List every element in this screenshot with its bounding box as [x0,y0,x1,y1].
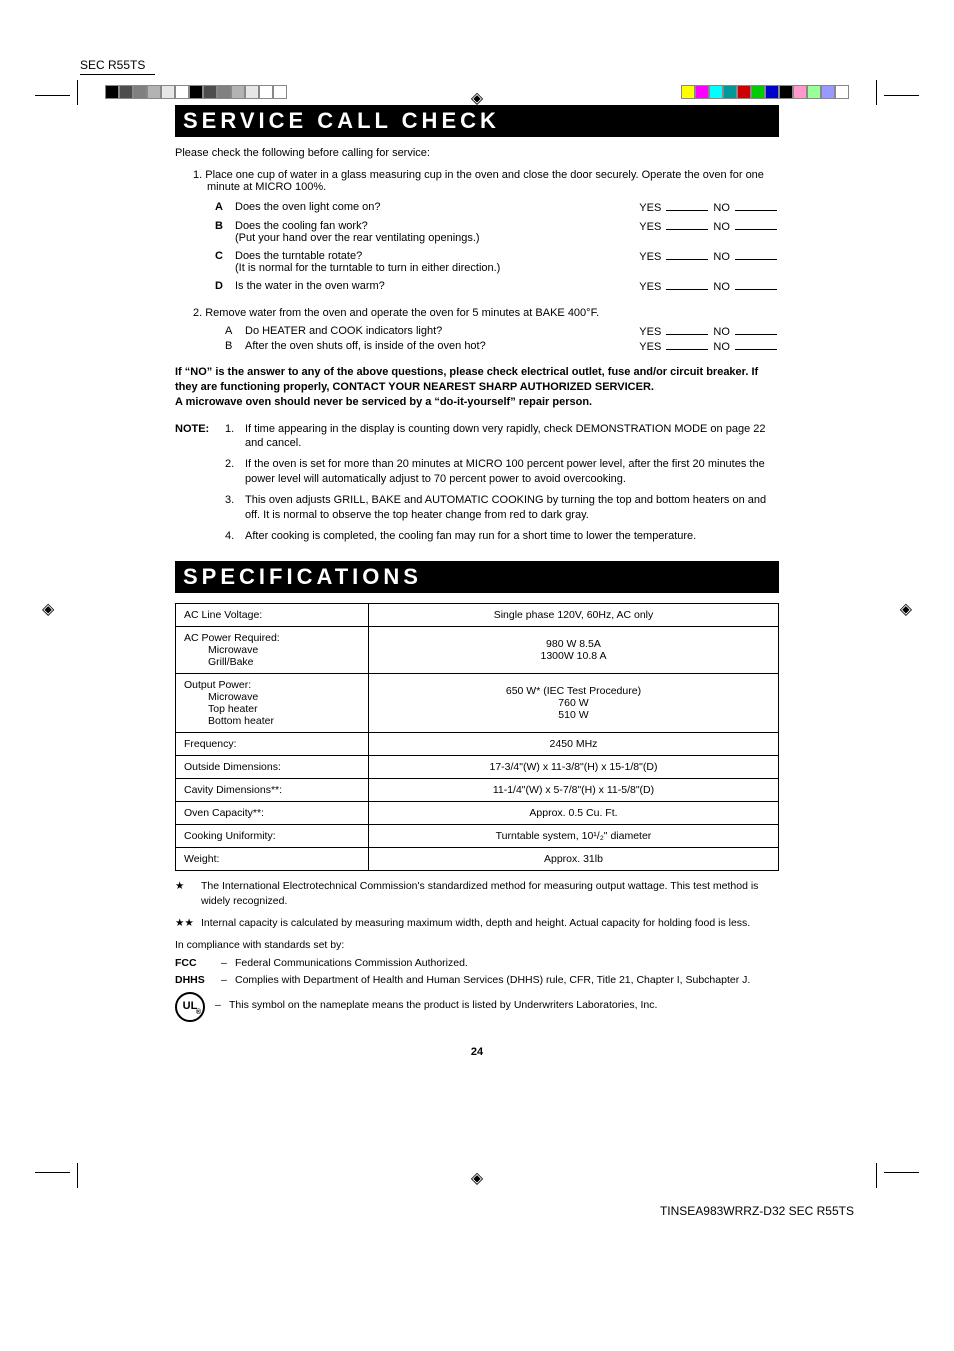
svc-intro: Please check the following before callin… [175,147,779,159]
note-text: If the oven is set for more than 20 minu… [245,457,779,487]
table-row: Cooking Uniformity: Turntable system, 10… [176,825,779,848]
check-row: A Does the oven light come on? YES NO [215,201,779,214]
check-row: B Does the cooling fan work?(Put your ha… [215,220,779,244]
spec-key: Outside Dimensions: [176,756,369,779]
table-row: Oven Capacity**: Approx. 0.5 Cu. Ft. [176,802,779,825]
spec-key: Output Power:MicrowaveTop heaterBottom h… [176,674,369,733]
ul-text: This symbol on the nameplate means the p… [229,992,779,1013]
check-letter: B [215,220,235,232]
spec-value: 980 W 8.5A1300W 10.8 A [368,627,778,674]
footnote-1-text: The International Electrotechnical Commi… [201,879,779,907]
note-number: 1. [225,422,245,452]
spec-value: 11-1/4"(W) x 5-7/8"(H) x 11-5/8"(D) [368,779,778,802]
star-icon: ★ [175,879,201,907]
svc-notes: NOTE: 1. If time appearing in the displa… [175,422,779,544]
crop-marks-bottom: ◈ TINSEA983WRRZ-D32 SEC R55TS [0,1138,954,1198]
note-row: NOTE: 1. If time appearing in the displa… [175,422,779,452]
svc-step1: 1. Place one cup of water in a glass mea… [193,169,779,193]
dash: – [221,956,235,971]
note-number: 4. [225,529,245,544]
spec-value: Single phase 120V, 60Hz, AC only [368,604,778,627]
note-label [175,457,225,487]
note-text: After cooking is completed, the cooling … [245,529,779,544]
check-letter: A [215,201,235,213]
spec-key: Cooking Uniformity: [176,825,369,848]
check-yes-no: YES NO [639,280,779,293]
dash: – [215,992,229,1013]
check-question: Does the oven light come on? [235,201,639,213]
footnote-2: ★★ Internal capacity is calculated by me… [175,916,779,930]
sub-question: After the oven shuts off, is inside of t… [245,340,639,353]
spec-value: 650 W* (IEC Test Procedure)760 W510 W [368,674,778,733]
service-call-check-header: SERVICE CALL CHECK [175,105,779,137]
note-text: This oven adjusts GRILL, BAKE and AUTOMA… [245,493,779,523]
svc-step2-sublist: A Do HEATER and COOK indicators light? Y… [225,325,779,353]
specifications-header: SPECIFICATIONS [175,561,779,593]
check-letter: C [215,250,235,262]
note-row: 3. This oven adjusts GRILL, BAKE and AUT… [175,493,779,523]
check-row: C Does the turntable rotate?(It is norma… [215,250,779,274]
spec-value: Approx. 31lb [368,848,778,871]
spec-value: Approx. 0.5 Cu. Ft. [368,802,778,825]
sub-letter: B [225,340,245,353]
note-label [175,529,225,544]
check-yes-no: YES NO [639,220,779,233]
footnote-1: ★ The International Electrotechnical Com… [175,879,779,907]
dhhs-text: Complies with Department of Health and H… [235,973,779,988]
table-row: Weight: Approx. 31lb [176,848,779,871]
spec-key: Weight: [176,848,369,871]
fcc-label: FCC [175,956,221,971]
footer-label: TINSEA983WRRZ-D32 SEC R55TS [660,1204,854,1218]
compliance-block: In compliance with standards set by: FCC… [175,938,779,1022]
fcc-text: Federal Communications Commission Author… [235,956,779,971]
note-row: 4. After cooking is completed, the cooli… [175,529,779,544]
check-letter: D [215,280,235,292]
note-number: 3. [225,493,245,523]
spec-key: Oven Capacity**: [176,802,369,825]
svc-checklist: A Does the oven light come on? YES NO B … [215,201,779,293]
spec-value: Turntable system, 10¹/₂" diameter [368,825,778,848]
note-label: NOTE: [175,422,225,452]
table-row: Outside Dimensions: 17-3/4"(W) x 11-3/8"… [176,756,779,779]
compliance-intro: In compliance with standards set by: [175,938,779,953]
footnote-2-text: Internal capacity is calculated by measu… [201,916,750,930]
table-row: Cavity Dimensions**: 11-1/4"(W) x 5-7/8"… [176,779,779,802]
ul-badge-icon: UL® [175,992,205,1022]
note-row: 2. If the oven is set for more than 20 m… [175,457,779,487]
sub-row: A Do HEATER and COOK indicators light? Y… [225,325,779,338]
double-star-icon: ★★ [175,916,201,930]
table-row: Output Power:MicrowaveTop heaterBottom h… [176,674,779,733]
sub-yes-no: YES NO [639,340,779,353]
spec-key: AC Line Voltage: [176,604,369,627]
note-label [175,493,225,523]
spec-key: Frequency: [176,733,369,756]
svc-step2: 2. Remove water from the oven and operat… [193,307,779,319]
svc-bold-warning: If “NO” is the answer to any of the abov… [175,365,779,410]
sub-row: B After the oven shuts off, is inside of… [225,340,779,353]
registration-mark-bottom: ◈ [471,1168,483,1188]
note-text: If time appearing in the display is coun… [245,422,779,452]
dash: – [221,973,235,988]
spec-table: AC Line Voltage: Single phase 120V, 60Hz… [175,603,779,871]
sub-question: Do HEATER and COOK indicators light? [245,325,639,338]
spec-key: AC Power Required:MicrowaveGrill/Bake [176,627,369,674]
check-yes-no: YES NO [639,250,779,263]
sub-yes-no: YES NO [639,325,779,338]
check-question: Does the turntable rotate?(It is normal … [235,250,639,274]
page-number: 24 [175,1046,779,1058]
spec-key: Cavity Dimensions**: [176,779,369,802]
spec-value: 2450 MHz [368,733,778,756]
spec-value: 17-3/4"(W) x 11-3/8"(H) x 15-1/8"(D) [368,756,778,779]
check-row: D Is the water in the oven warm? YES NO [215,280,779,293]
check-question: Is the water in the oven warm? [235,280,639,292]
dhhs-label: DHHS [175,973,221,988]
sub-letter: A [225,325,245,338]
table-row: AC Line Voltage: Single phase 120V, 60Hz… [176,604,779,627]
table-row: Frequency: 2450 MHz [176,733,779,756]
check-question: Does the cooling fan work?(Put your hand… [235,220,639,244]
table-row: AC Power Required:MicrowaveGrill/Bake 98… [176,627,779,674]
note-number: 2. [225,457,245,487]
check-yes-no: YES NO [639,201,779,214]
